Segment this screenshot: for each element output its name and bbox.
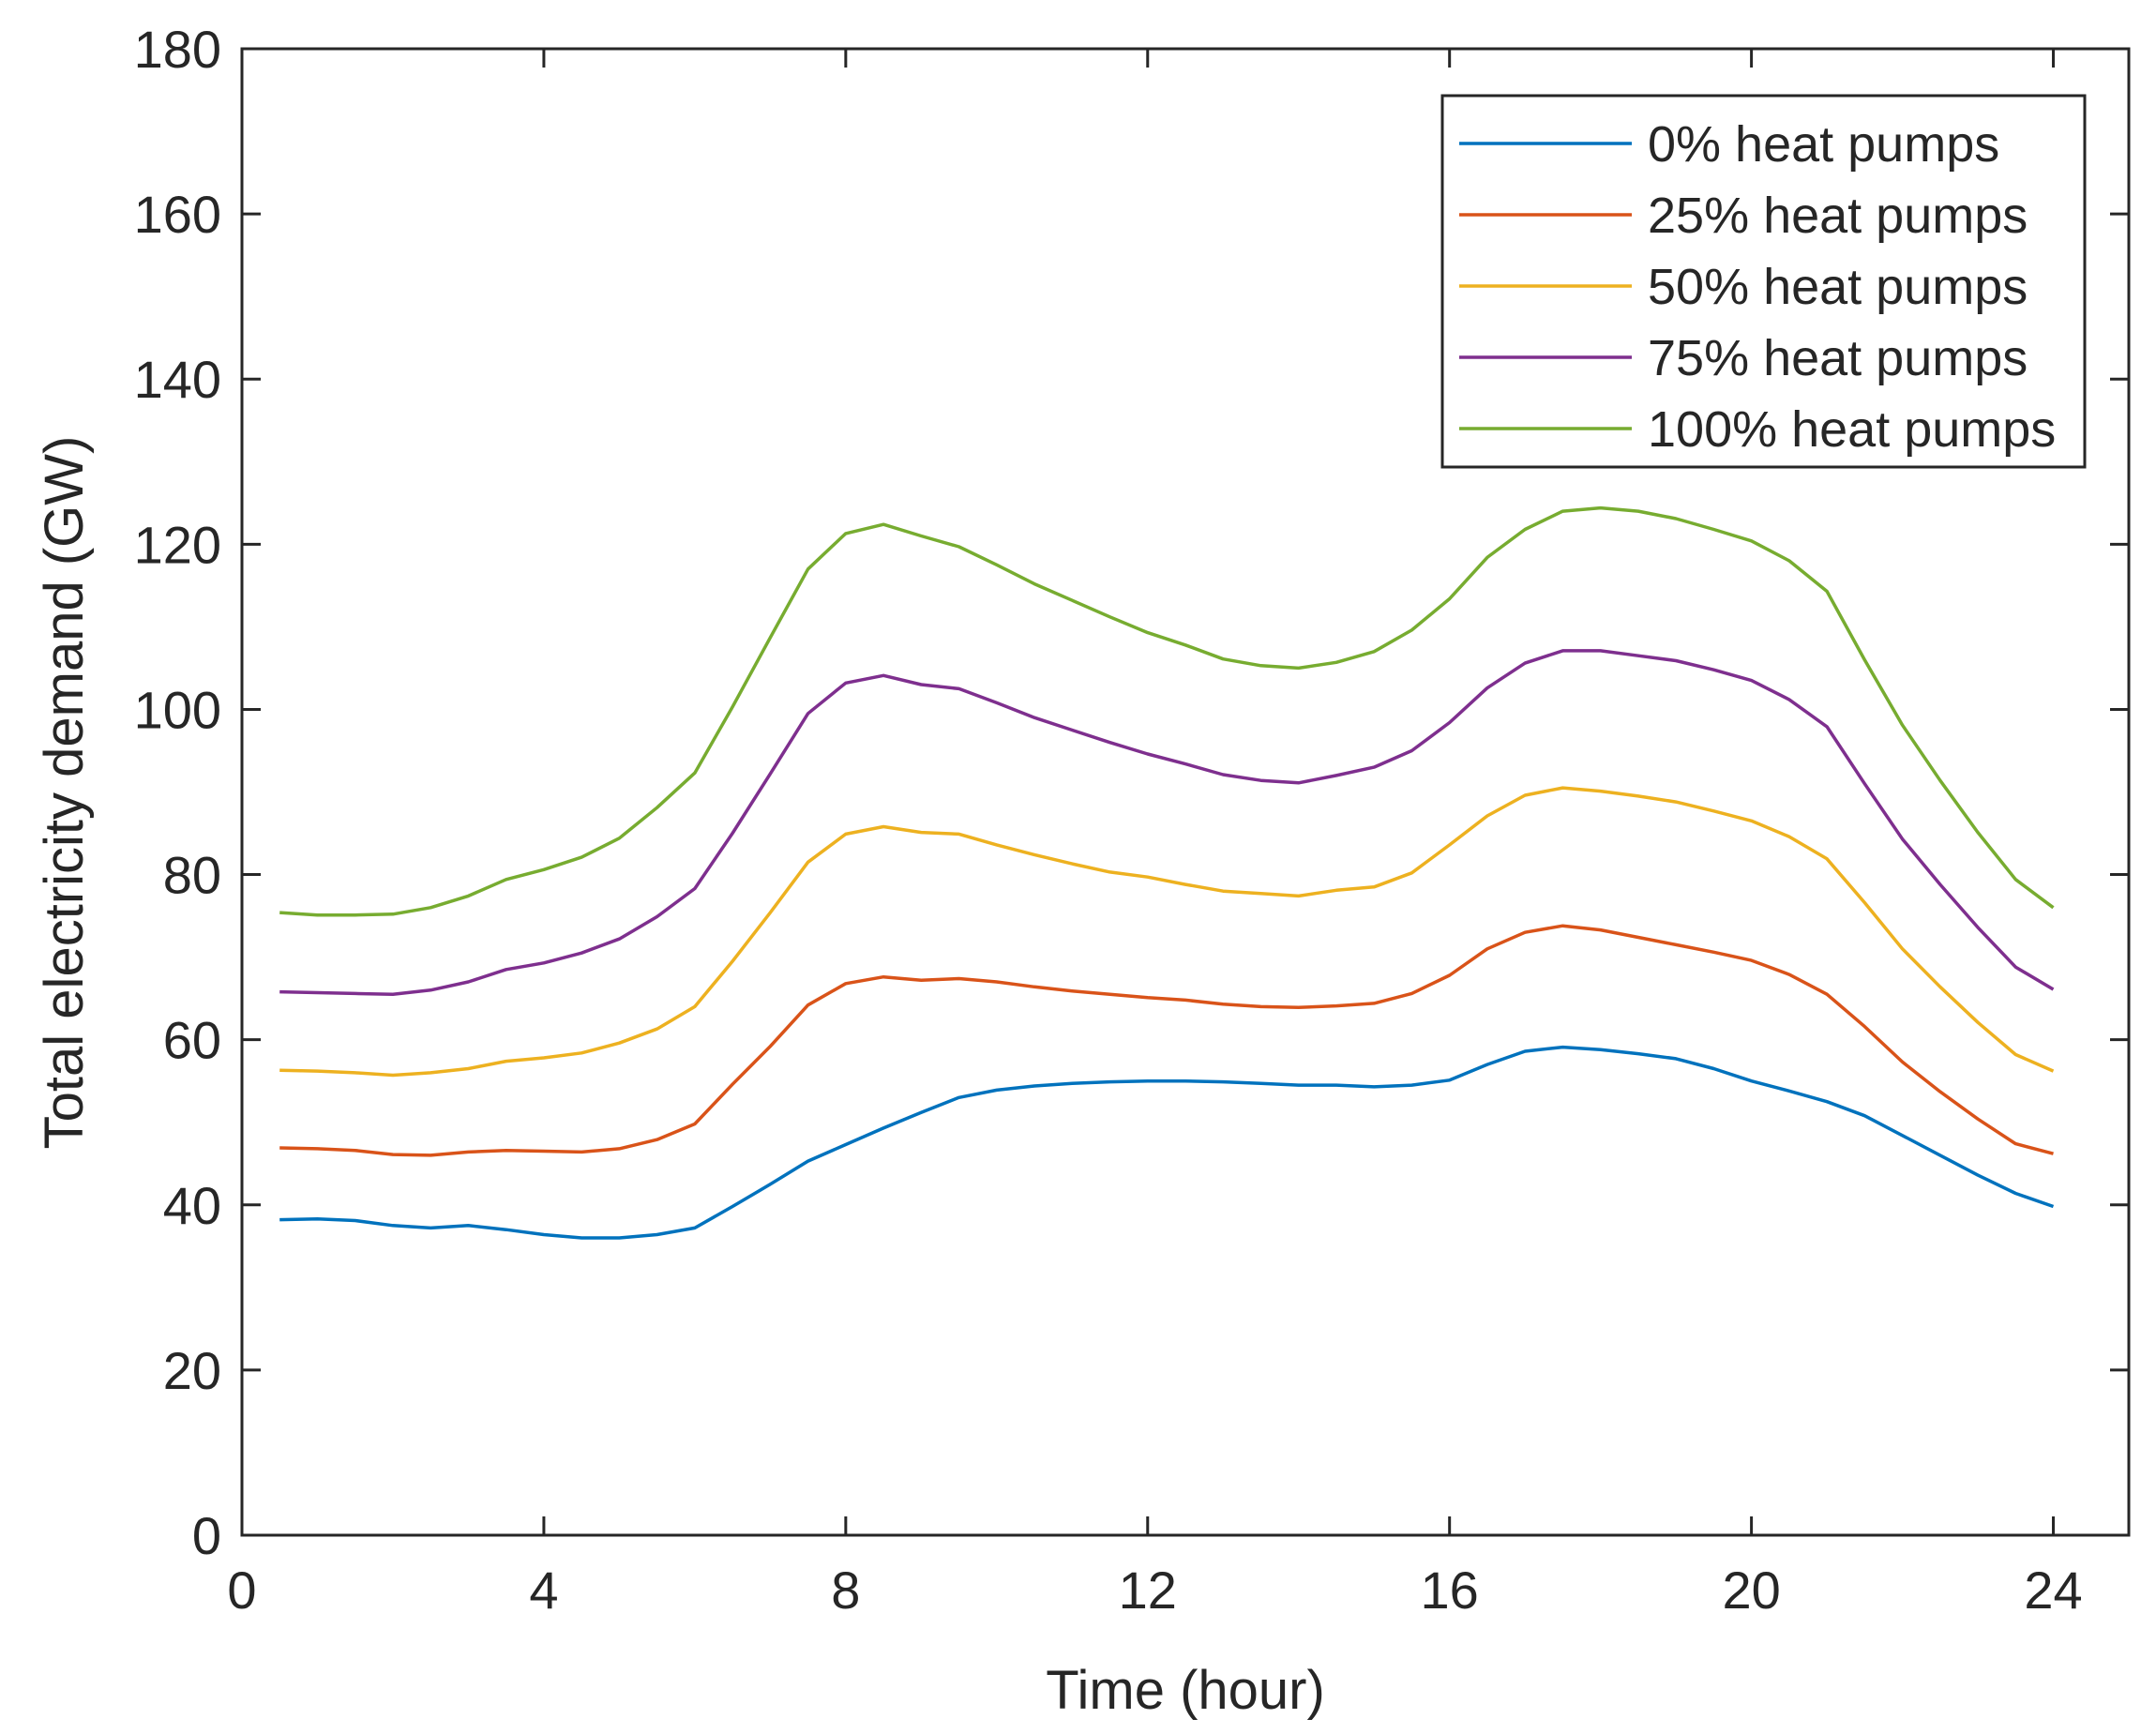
y-tick-label: 40 <box>163 1176 221 1235</box>
legend-label-3: 75% heat pumps <box>1648 330 2028 386</box>
x-tick-label: 20 <box>1722 1561 1780 1620</box>
series-line-2 <box>279 786 2055 1078</box>
series-line-0 <box>279 1045 2055 1240</box>
y-tick-label: 160 <box>134 185 221 244</box>
ticks-layer: 0 4 8 12 16 20 24 0 20 40 60 80 100 120 140 160 180 <box>134 20 2129 1620</box>
legend-label-4: 100% heat pumps <box>1648 401 2056 458</box>
y-tick-label: 100 <box>134 680 221 739</box>
x-tick-label: 0 <box>227 1561 256 1620</box>
y-tick-label: 0 <box>192 1506 221 1565</box>
legend-box <box>1440 94 2087 469</box>
y-tick-label: 180 <box>134 20 221 79</box>
y-tick-label: 60 <box>163 1011 221 1070</box>
series-line-4 <box>279 505 2055 917</box>
y-axis-label: Total electricity demand (GW) <box>34 436 95 1150</box>
x-tick-label: 8 <box>831 1561 860 1620</box>
series-layer <box>279 505 2055 1240</box>
y-tick-label: 80 <box>163 846 221 905</box>
legend-label-0: 0% heat pumps <box>1648 116 1999 173</box>
series-line-1 <box>279 924 2054 1157</box>
x-tick-label: 16 <box>1421 1561 1479 1620</box>
axes-box <box>240 47 2131 1537</box>
x-tick-label: 24 <box>2024 1561 2082 1620</box>
legend: 0% heat pumps 25% heat pumps 50% heat pump… <box>1440 94 2087 469</box>
y-tick-label: 20 <box>163 1341 221 1400</box>
legend-label-2: 50% heat pumps <box>1648 259 2028 315</box>
x-tick-label: 12 <box>1119 1561 1177 1620</box>
x-axis-label: Time (hour) <box>1046 1660 1325 1721</box>
legend-label-1: 25% heat pumps <box>1648 188 2028 244</box>
y-tick-label: 140 <box>134 350 221 409</box>
y-tick-label: 120 <box>134 515 221 574</box>
x-tick-label: 4 <box>529 1561 558 1620</box>
series-line-3 <box>279 649 2055 996</box>
